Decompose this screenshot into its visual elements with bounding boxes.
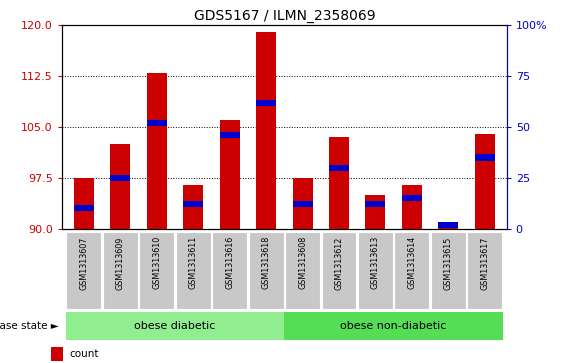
Text: GSM1313615: GSM1313615 [444, 236, 453, 290]
Bar [467, 232, 502, 309]
Bar [402, 185, 422, 229]
Text: GSM1313609: GSM1313609 [116, 236, 125, 290]
Text: GSM1313616: GSM1313616 [225, 236, 234, 289]
Text: obese non-diabetic: obese non-diabetic [341, 321, 447, 331]
Bar [183, 201, 203, 207]
Bar [103, 232, 138, 309]
Bar [147, 120, 167, 126]
Bar [475, 155, 495, 160]
Bar [365, 201, 386, 207]
Text: GSM1313618: GSM1313618 [262, 236, 271, 289]
Bar [65, 312, 284, 340]
Bar [329, 165, 349, 171]
Bar [365, 195, 386, 229]
Text: disease state ►: disease state ► [0, 321, 59, 331]
Bar [51, 347, 63, 361]
Bar [74, 205, 94, 211]
Bar [139, 232, 174, 309]
Bar [321, 232, 356, 309]
Text: count: count [69, 349, 99, 359]
Bar [176, 232, 211, 309]
Bar [284, 312, 503, 340]
Text: GSM1313611: GSM1313611 [189, 236, 198, 289]
Title: GDS5167 / ILMN_2358069: GDS5167 / ILMN_2358069 [194, 9, 375, 23]
Bar [183, 185, 203, 229]
Bar [395, 232, 430, 309]
Bar [220, 120, 240, 229]
Bar [439, 221, 458, 228]
Bar [212, 232, 247, 309]
Text: GSM1313607: GSM1313607 [79, 236, 88, 290]
Bar [110, 144, 130, 229]
Bar [66, 232, 101, 309]
Bar [74, 178, 94, 229]
Text: obese diabetic: obese diabetic [134, 321, 216, 331]
Bar [358, 232, 393, 309]
Bar [285, 232, 320, 309]
Bar [220, 132, 240, 138]
Bar [431, 232, 466, 309]
Bar [256, 99, 276, 106]
Bar [110, 175, 130, 181]
Bar [256, 32, 276, 229]
Bar [329, 137, 349, 229]
Text: GSM1313612: GSM1313612 [334, 236, 343, 290]
Text: GSM1313613: GSM1313613 [371, 236, 380, 289]
Text: GSM1313610: GSM1313610 [152, 236, 161, 289]
Text: GSM1313614: GSM1313614 [408, 236, 417, 289]
Text: GSM1313617: GSM1313617 [480, 236, 489, 290]
Bar [475, 134, 495, 229]
Bar [249, 232, 284, 309]
Bar [293, 178, 312, 229]
Text: GSM1313608: GSM1313608 [298, 236, 307, 289]
Bar [147, 73, 167, 229]
Bar [402, 195, 422, 201]
Bar [293, 201, 312, 207]
Bar [439, 225, 458, 229]
